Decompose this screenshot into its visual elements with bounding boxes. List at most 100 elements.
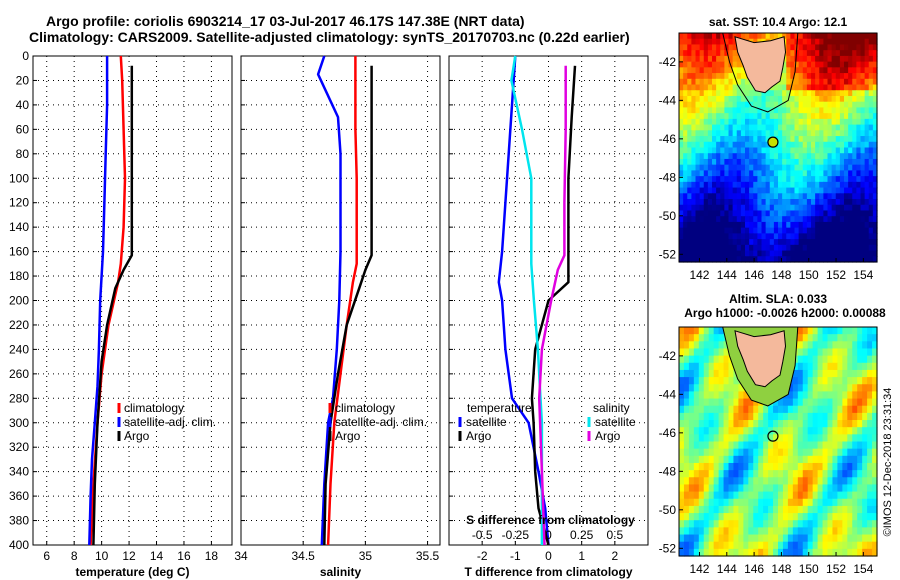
map-cell bbox=[848, 44, 853, 51]
map-cell bbox=[732, 84, 738, 91]
map-cell bbox=[852, 377, 858, 385]
map-cell bbox=[757, 141, 763, 149]
xlabel-difference: T difference from climatology bbox=[464, 565, 632, 579]
map-cell bbox=[712, 193, 717, 200]
map-cell bbox=[679, 210, 684, 217]
map-cell bbox=[738, 448, 744, 457]
map-cell bbox=[868, 239, 874, 246]
map-cell bbox=[827, 50, 833, 57]
map-cell bbox=[707, 158, 713, 166]
map-cell bbox=[761, 113, 767, 120]
map-cell bbox=[827, 204, 833, 212]
map-cell bbox=[839, 199, 845, 206]
map-cell bbox=[872, 541, 878, 550]
map-cell bbox=[811, 244, 816, 252]
map-cell bbox=[782, 107, 787, 114]
map-cell bbox=[693, 534, 700, 543]
map-cell bbox=[822, 412, 829, 421]
map-cell bbox=[812, 427, 819, 435]
map-cell bbox=[683, 101, 688, 109]
map-cell bbox=[773, 187, 779, 194]
map-cell bbox=[743, 441, 749, 450]
map-cell bbox=[812, 505, 819, 514]
map-cell bbox=[703, 520, 710, 528]
map-cell bbox=[718, 377, 725, 385]
map-cell bbox=[786, 164, 791, 171]
map-cell bbox=[712, 50, 717, 57]
map-cell bbox=[857, 348, 863, 357]
map-cell bbox=[832, 348, 838, 357]
map-cell bbox=[856, 193, 862, 200]
map-cell bbox=[778, 141, 783, 149]
map-cell bbox=[832, 341, 838, 350]
map-cell bbox=[720, 204, 725, 212]
map-cell bbox=[713, 534, 720, 543]
map-cell bbox=[844, 153, 849, 160]
map-cell bbox=[765, 221, 771, 229]
map-cell bbox=[872, 199, 878, 206]
map-cell bbox=[712, 130, 717, 137]
map-cell bbox=[827, 33, 833, 40]
map-cell bbox=[806, 176, 812, 183]
map-cell bbox=[743, 434, 749, 443]
map-cell bbox=[822, 334, 829, 342]
map-cell bbox=[817, 477, 824, 486]
map-cell bbox=[848, 73, 853, 80]
map-cell bbox=[802, 38, 808, 46]
map-cell bbox=[693, 327, 700, 335]
map-cell bbox=[797, 505, 804, 514]
map-cell bbox=[815, 187, 820, 194]
map-cell bbox=[837, 412, 843, 421]
map-cell bbox=[740, 199, 746, 206]
series-line-argo bbox=[323, 65, 373, 546]
map-cell bbox=[848, 84, 853, 91]
map-cell bbox=[782, 513, 789, 521]
map-cell bbox=[811, 73, 816, 80]
map-cell bbox=[827, 384, 834, 393]
map-cell bbox=[748, 491, 754, 500]
map-cell bbox=[765, 153, 771, 160]
map-cell bbox=[837, 455, 843, 464]
map-ytick-label-map_sst: -48 bbox=[659, 170, 677, 184]
map-cell bbox=[748, 548, 754, 557]
map-cell bbox=[822, 470, 829, 478]
map-cell bbox=[763, 541, 769, 550]
map-cell bbox=[679, 334, 685, 342]
map-cell bbox=[848, 233, 853, 240]
map-cell bbox=[782, 170, 787, 177]
map-cell bbox=[848, 170, 853, 177]
map-cell bbox=[819, 256, 824, 263]
map-cell bbox=[743, 455, 749, 464]
map-cell bbox=[720, 244, 725, 252]
map-cell bbox=[790, 164, 796, 171]
map-cell bbox=[807, 398, 814, 407]
map-cell bbox=[753, 153, 758, 160]
map-cell bbox=[868, 44, 874, 51]
map-cell bbox=[724, 78, 730, 86]
map-cell bbox=[790, 216, 796, 223]
map-cell bbox=[831, 153, 837, 160]
map-cell bbox=[812, 362, 819, 371]
map-cell bbox=[703, 113, 709, 120]
map-cell bbox=[802, 334, 809, 342]
map-cell bbox=[765, 33, 771, 40]
map-cell bbox=[688, 498, 695, 507]
map-cell bbox=[716, 153, 721, 160]
map-cell bbox=[868, 147, 874, 154]
map-cell bbox=[797, 377, 804, 385]
map-cell bbox=[732, 90, 738, 97]
map-cell bbox=[868, 141, 874, 149]
map-cell bbox=[695, 250, 701, 257]
map-cell bbox=[769, 181, 775, 189]
map-cell bbox=[758, 427, 764, 435]
title-line2: Climatology: CARS2009. Satellite-adjuste… bbox=[29, 29, 630, 45]
map-cell bbox=[787, 477, 794, 486]
map-cell bbox=[703, 491, 710, 500]
map-cell bbox=[707, 187, 713, 194]
map-cell bbox=[743, 498, 749, 507]
map-cell bbox=[683, 484, 690, 493]
map-cell bbox=[763, 513, 769, 521]
map-cell bbox=[679, 348, 685, 357]
map-cell bbox=[761, 204, 767, 212]
map-cell bbox=[856, 44, 862, 51]
